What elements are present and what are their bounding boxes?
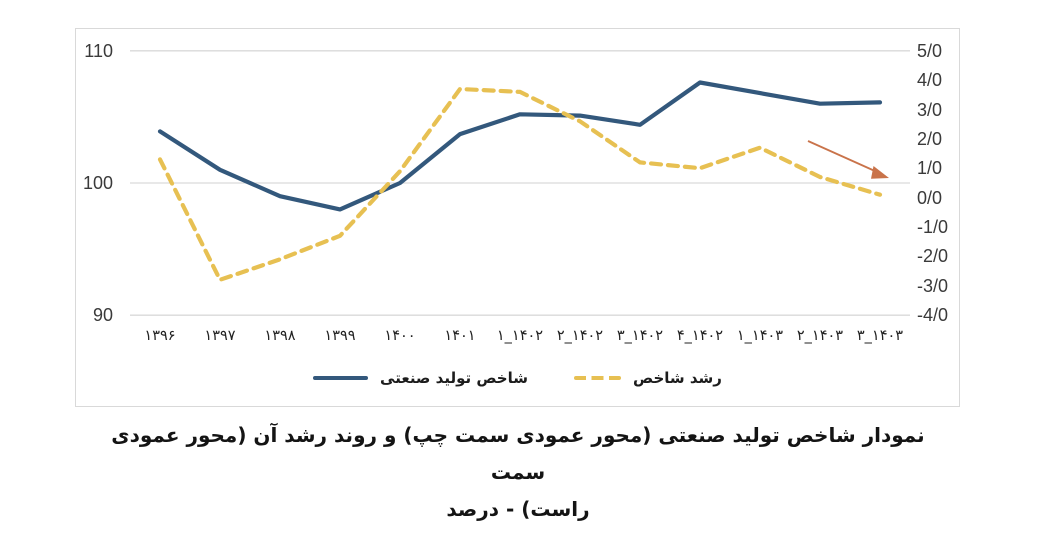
x-axis-tick-label: ۱۴۰۰ bbox=[384, 328, 416, 344]
x-axis-tick-label: ۱۳۹۷ bbox=[204, 328, 236, 344]
right-axis-tick-label: 0/0 bbox=[917, 187, 943, 208]
x-axis-tick-label: ۲_۱۴۰۳ bbox=[796, 328, 844, 344]
x-axis-tick-label: ۳_۱۴۰۳ bbox=[856, 328, 904, 344]
chart-caption-line-2: راست) - درصد bbox=[446, 497, 590, 521]
legend-label-industrial-index: شاخص تولید صنعتی bbox=[380, 369, 528, 387]
right-axis-tick-label: 1/0 bbox=[917, 158, 943, 179]
x-axis-tick-label: ۱_۱۴۰۳ bbox=[736, 328, 784, 344]
x-axis-tick-label: ۱۴۰۱ bbox=[444, 328, 476, 344]
left-axis-tick-label: 100 bbox=[82, 173, 113, 193]
legend: شاخص تولید صنعتی رشد شاخص bbox=[75, 366, 960, 390]
legend-item-industrial-index: شاخص تولید صنعتی bbox=[313, 369, 528, 387]
right-axis-tick-label: 3/0 bbox=[917, 99, 943, 120]
left-axis-tick-label: 110 bbox=[84, 40, 113, 61]
right-axis-tick-label: 2/0 bbox=[917, 128, 943, 149]
x-axis-tick-label: ۱۳۹۹ bbox=[324, 328, 356, 344]
legend-item-index-growth: رشد شاخص bbox=[574, 369, 722, 387]
chart-caption: نمودار شاخص تولید صنعتی (محور عمودی سمت … bbox=[83, 417, 953, 528]
chart-caption-line-1: نمودار شاخص تولید صنعتی (محور عمودی سمت … bbox=[111, 423, 925, 484]
dashed-line-swatch-icon bbox=[574, 375, 621, 381]
chart-frame bbox=[75, 28, 960, 407]
right-axis-tick-label: -4/0 bbox=[917, 305, 949, 326]
x-axis-tick-label: ۲_۱۴۰۲ bbox=[556, 328, 604, 344]
legend-label-index-growth: رشد شاخص bbox=[633, 369, 722, 387]
x-axis-tick-label: ۱۳۹۶ bbox=[144, 328, 176, 344]
right-axis-tick-label: 5/0 bbox=[917, 40, 943, 61]
solid-line-swatch-icon bbox=[313, 375, 369, 381]
right-axis-tick-label: -3/0 bbox=[917, 275, 949, 296]
right-axis-tick-label: 4/0 bbox=[917, 70, 943, 91]
left-axis-tick-label: 90 bbox=[92, 305, 113, 326]
x-axis-tick-label: ۱۳۹۸ bbox=[264, 328, 296, 344]
x-axis-tick-label: ۴_۱۴۰۲ bbox=[676, 328, 724, 344]
right-axis-tick-label: -2/0 bbox=[917, 246, 949, 267]
x-axis-tick-label: ۱_۱۴۰۲ bbox=[496, 328, 544, 344]
right-axis-tick-label: -1/0 bbox=[917, 216, 949, 237]
x-axis-tick-label: ۳_۱۴۰۲ bbox=[616, 328, 664, 344]
